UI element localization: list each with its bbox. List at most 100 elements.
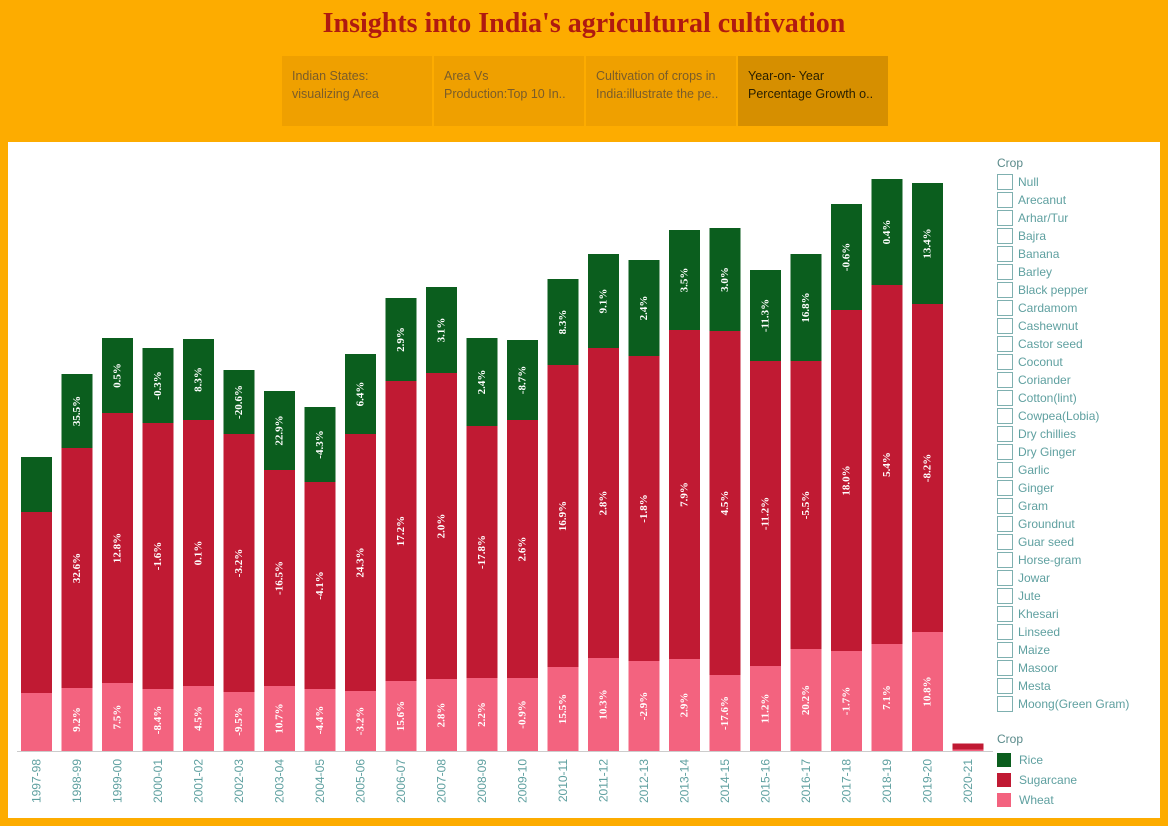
bar-segment-wheat[interactable] [426, 679, 457, 751]
bar-segment-sugarcane[interactable] [345, 434, 376, 691]
bar-segment-wheat[interactable] [547, 667, 579, 751]
bar-segment-wheat[interactable] [345, 691, 376, 751]
checkbox-icon[interactable] [997, 174, 1013, 190]
crop-filter-item[interactable]: Dry chillies [997, 425, 1157, 443]
crop-filter-item[interactable]: Cowpea(Lobia) [997, 407, 1157, 425]
checkbox-icon[interactable] [997, 462, 1013, 478]
checkbox-icon[interactable] [997, 696, 1013, 712]
bar-segment-sugarcane[interactable] [61, 448, 93, 688]
crop-filter-item[interactable]: Null [997, 173, 1157, 191]
bar-segment-rice[interactable] [790, 254, 822, 361]
checkbox-icon[interactable] [997, 228, 1013, 244]
bar-segment-wheat[interactable] [264, 686, 295, 751]
checkbox-icon[interactable] [997, 408, 1013, 424]
bar-segment-sugarcane[interactable] [952, 743, 984, 750]
crop-filter-item[interactable]: Black pepper [997, 281, 1157, 299]
bar-segment-sugarcane[interactable] [466, 426, 498, 678]
bar-segment-sugarcane[interactable] [264, 470, 295, 686]
checkbox-icon[interactable] [997, 588, 1013, 604]
crop-filter-item[interactable]: Bajra [997, 227, 1157, 245]
bar-segment-rice[interactable] [709, 228, 741, 331]
crop-filter-item[interactable]: Mesta [997, 677, 1157, 695]
bar-segment-wheat[interactable] [831, 651, 862, 751]
crop-filter-item[interactable]: Moong(Green Gram) [997, 695, 1157, 713]
bar-segment-sugarcane[interactable] [426, 373, 457, 679]
checkbox-icon[interactable] [997, 606, 1013, 622]
crop-filter-item[interactable]: Maize [997, 641, 1157, 659]
bar-segment-wheat[interactable] [385, 681, 417, 751]
checkbox-icon[interactable] [997, 642, 1013, 658]
bar-segment-sugarcane[interactable] [912, 304, 943, 632]
checkbox-icon[interactable] [997, 300, 1013, 316]
bar-segment-rice[interactable] [669, 230, 700, 330]
crop-filter-item[interactable]: Moth [997, 713, 1157, 714]
checkbox-icon[interactable] [997, 534, 1013, 550]
crop-filter-item[interactable]: Horse-gram [997, 551, 1157, 569]
bar-segment-rice[interactable] [102, 338, 133, 413]
bar-segment-rice[interactable] [61, 374, 93, 448]
crop-filter-item[interactable]: Arecanut [997, 191, 1157, 209]
bar-segment-wheat[interactable] [223, 692, 255, 751]
crop-filter-item[interactable]: Cardamom [997, 299, 1157, 317]
bar-segment-wheat[interactable] [628, 661, 660, 751]
bar-segment-wheat[interactable] [871, 644, 903, 751]
bar-segment-sugarcane[interactable] [102, 413, 133, 683]
bar-segment-wheat[interactable] [750, 666, 781, 751]
checkbox-icon[interactable] [997, 552, 1013, 568]
crop-filter-item[interactable]: Groundnut [997, 515, 1157, 533]
bar-segment-rice[interactable] [223, 370, 255, 434]
crop-filter-item[interactable]: Gram [997, 497, 1157, 515]
bar-segment-rice[interactable] [588, 254, 619, 348]
bar-segment-sugarcane[interactable] [709, 331, 741, 675]
checkbox-icon[interactable] [997, 336, 1013, 352]
checkbox-icon[interactable] [997, 480, 1013, 496]
checkbox-icon[interactable] [997, 570, 1013, 586]
bar-segment-wheat[interactable] [912, 632, 943, 751]
bar-segment-wheat[interactable] [304, 689, 336, 751]
crop-filter-item[interactable]: Barley [997, 263, 1157, 281]
bar-segment-rice[interactable] [912, 183, 943, 304]
bar-segment-sugarcane[interactable] [304, 482, 336, 689]
bar-segment-rice[interactable] [750, 270, 781, 361]
bar-segment-rice[interactable] [628, 260, 660, 356]
bar-segment-rice[interactable] [426, 287, 457, 373]
crop-filter-item[interactable]: Jute [997, 587, 1157, 605]
bar-segment-sugarcane[interactable] [790, 361, 822, 649]
bar-segment-wheat[interactable] [790, 649, 822, 751]
bar-segment-rice[interactable] [345, 354, 376, 434]
crop-filter-item[interactable]: Linseed [997, 623, 1157, 641]
checkbox-icon[interactable] [997, 210, 1013, 226]
crop-filter-item[interactable]: Castor seed [997, 335, 1157, 353]
bar-segment-rice[interactable] [831, 204, 862, 310]
tab-indian-states[interactable]: Indian States: visualizing Area [282, 56, 432, 126]
bar-segment-rice[interactable] [871, 179, 903, 285]
bar-segment-wheat[interactable] [466, 678, 498, 751]
crop-filter-item[interactable]: Guar seed [997, 533, 1157, 551]
crop-filter-item[interactable]: Masoor [997, 659, 1157, 677]
crop-filter-item[interactable]: Coconut [997, 353, 1157, 371]
bar-segment-wheat[interactable] [102, 683, 133, 751]
checkbox-icon[interactable] [997, 354, 1013, 370]
checkbox-icon[interactable] [997, 282, 1013, 298]
bar-segment-sugarcane[interactable] [183, 420, 214, 686]
bar-segment-rice[interactable] [264, 391, 295, 470]
bar-segment-sugarcane[interactable] [628, 356, 660, 661]
crop-filter-item[interactable]: Cotton(lint) [997, 389, 1157, 407]
bar-segment-rice[interactable] [466, 338, 498, 426]
bar-segment-wheat[interactable] [669, 659, 700, 751]
crop-filter-item[interactable]: Jowar [997, 569, 1157, 587]
crop-filter-item[interactable]: Arhar/Tur [997, 209, 1157, 227]
bar-segment-rice[interactable] [547, 279, 579, 365]
bar-segment-rice[interactable] [21, 457, 52, 512]
tab-area-vs-production[interactable]: Area Vs Production:Top 10 In.. [434, 56, 584, 126]
bar-segment-sugarcane[interactable] [831, 310, 862, 651]
bar-segment-sugarcane[interactable] [21, 512, 52, 693]
bar-segment-rice[interactable] [142, 348, 174, 423]
bar-segment-wheat[interactable] [588, 658, 619, 751]
checkbox-icon[interactable] [997, 660, 1013, 676]
bar-segment-wheat[interactable] [142, 689, 174, 751]
bar-segment-wheat[interactable] [507, 678, 538, 751]
checkbox-icon[interactable] [997, 444, 1013, 460]
bar-segment-rice[interactable] [183, 339, 214, 420]
bar-segment-rice[interactable] [507, 340, 538, 420]
